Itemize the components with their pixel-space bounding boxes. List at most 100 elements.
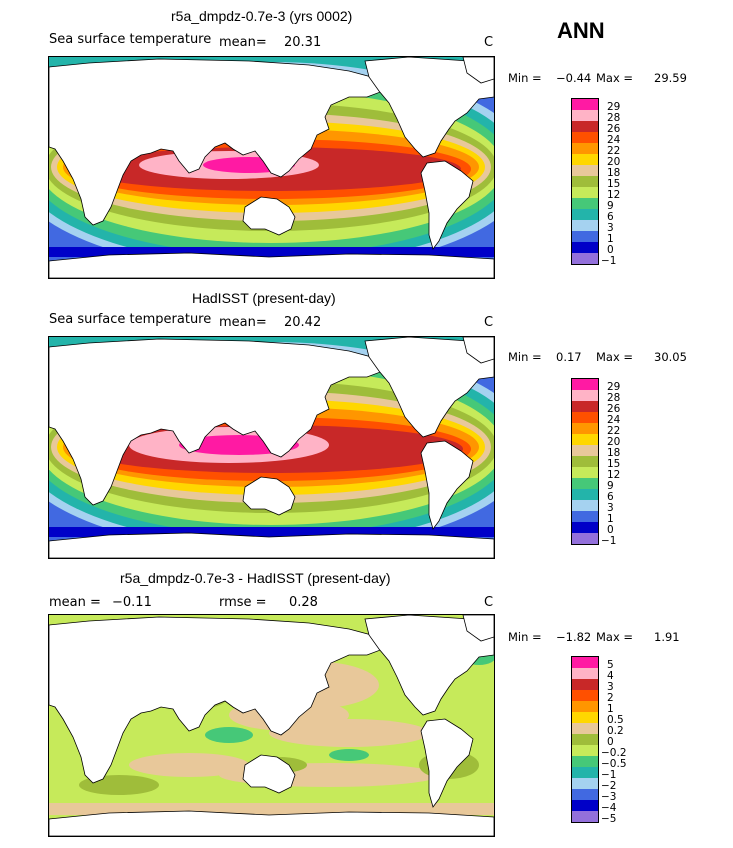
panel-3-units: C <box>484 595 494 610</box>
panel-2-min-label: Min = <box>508 350 542 364</box>
colorbar-tick-label: 22 <box>607 145 621 157</box>
colorbar-tick-label: −0.2 <box>601 747 627 759</box>
colorbar-tick-label: 28 <box>607 112 621 124</box>
panel-2-min-value: 0.17 <box>556 350 582 364</box>
land-mass <box>49 252 494 278</box>
panel-2-mean-value: 20.42 <box>284 315 322 330</box>
colorbar-swatch <box>572 143 598 154</box>
colorbar-tick-label: 6 <box>607 491 614 503</box>
panel-2-title: HadISST (present-day) <box>192 290 336 306</box>
colorbar-swatch <box>572 756 598 767</box>
colorbar-swatch <box>572 679 598 690</box>
colorbar-swatch <box>572 478 598 489</box>
colorbar-swatch <box>572 701 598 712</box>
panel-1-max-value: 29.59 <box>654 71 687 85</box>
colorbar-swatch <box>572 412 598 423</box>
colorbar-tick-label: 1 <box>607 703 614 715</box>
land-mass <box>462 615 494 642</box>
southern-ocean-band <box>49 527 494 537</box>
colorbar-swatch <box>572 811 598 822</box>
colorbar-tick-label: 1 <box>607 233 614 245</box>
colorbar-tick-label: 20 <box>607 436 621 448</box>
colorbar-swatch <box>572 456 598 467</box>
panel-3-max-value: 1.91 <box>654 630 680 644</box>
land-mass <box>49 532 494 558</box>
colorbar-tick-label: 29 <box>607 381 621 393</box>
land-mass <box>364 337 494 438</box>
colorbar-tick-label: 5 <box>607 659 614 671</box>
colorbar-swatch <box>572 778 598 789</box>
land-mass <box>242 754 296 794</box>
colorbar-swatch <box>572 242 598 253</box>
panel-3-mean-label: mean = <box>49 595 101 610</box>
panel-1-map <box>48 56 495 279</box>
panel-1-units: C <box>484 35 494 50</box>
colorbar-tick-label: −1 <box>601 255 617 267</box>
colorbar-swatch <box>572 489 598 500</box>
panel-2-colorbar <box>571 378 599 545</box>
colorbar-swatch <box>572 198 598 209</box>
colorbar-tick-label: 24 <box>607 134 621 146</box>
colorbar-swatch <box>572 110 598 121</box>
colorbar-swatch <box>572 500 598 511</box>
sst-field <box>49 337 494 558</box>
colorbar-tick-label: 20 <box>607 156 621 168</box>
colorbar-swatch <box>572 745 598 756</box>
land-mass <box>49 58 384 226</box>
colorbar-tick-label: 26 <box>607 123 621 135</box>
colorbar-swatch <box>572 401 598 412</box>
colorbar-tick-label: 9 <box>607 480 614 492</box>
colorbar-swatch <box>572 379 598 390</box>
colorbar-swatch <box>572 800 598 811</box>
colorbar-tick-label: 3 <box>607 502 614 514</box>
colorbar-tick-label: 15 <box>607 178 621 190</box>
colorbar-swatch <box>572 767 598 778</box>
colorbar-tick-label: −0.5 <box>601 758 627 770</box>
colorbar-swatch <box>572 231 598 242</box>
panel-2-variable: Sea surface temperature <box>49 312 212 327</box>
diff-anomaly <box>269 719 429 747</box>
panel-1-min-value: −0.44 <box>556 71 592 85</box>
land-mass <box>420 440 474 530</box>
colorbar-swatch <box>572 132 598 143</box>
colorbar-swatch <box>572 467 598 478</box>
colorbar-swatch <box>572 657 598 668</box>
colorbar-tick-label: −1 <box>601 769 617 781</box>
panel-2-max-label: Max = <box>596 350 634 364</box>
panel-3-rmse-label: rmse = <box>219 595 267 610</box>
land-mass <box>49 616 384 784</box>
colorbar-tick-label: 3 <box>607 681 614 693</box>
land-mass <box>462 337 494 364</box>
sst-field <box>49 57 494 278</box>
colorbar-tick-label: 0 <box>607 244 614 256</box>
colorbar-tick-label: 29 <box>607 101 621 113</box>
land-mass <box>49 810 494 836</box>
colorbar-swatch <box>572 390 598 401</box>
colorbar-swatch <box>572 154 598 165</box>
season-label: ANN <box>557 18 605 43</box>
colorbar-tick-label: 3 <box>607 222 614 234</box>
colorbar-tick-label: 28 <box>607 392 621 404</box>
colorbar-swatch <box>572 165 598 176</box>
sst-difference-field <box>49 615 494 836</box>
panel-3-min-label: Min = <box>508 630 542 644</box>
panel-3-map <box>48 614 495 837</box>
panel-3-colorbar <box>571 656 599 823</box>
colorbar-tick-label: −4 <box>601 802 617 814</box>
land-mass <box>49 338 384 506</box>
colorbar-swatch <box>572 176 598 187</box>
panel-3-max-label: Max = <box>596 630 634 644</box>
colorbar-tick-label: 4 <box>607 670 614 682</box>
panel-1-variable: Sea surface temperature <box>49 32 212 47</box>
colorbar-tick-label: 0 <box>607 524 614 536</box>
colorbar-swatch <box>572 445 598 456</box>
colorbar-swatch <box>572 99 598 110</box>
colorbar-swatch <box>572 533 598 544</box>
colorbar-swatch <box>572 423 598 434</box>
panel-1-min-label: Min = <box>508 71 542 85</box>
colorbar-swatch <box>572 253 598 264</box>
panel-2-mean-label: mean= <box>219 315 267 330</box>
panel-2-max-value: 30.05 <box>654 350 687 364</box>
colorbar-swatch <box>572 209 598 220</box>
panel-1-colorbar <box>571 98 599 265</box>
